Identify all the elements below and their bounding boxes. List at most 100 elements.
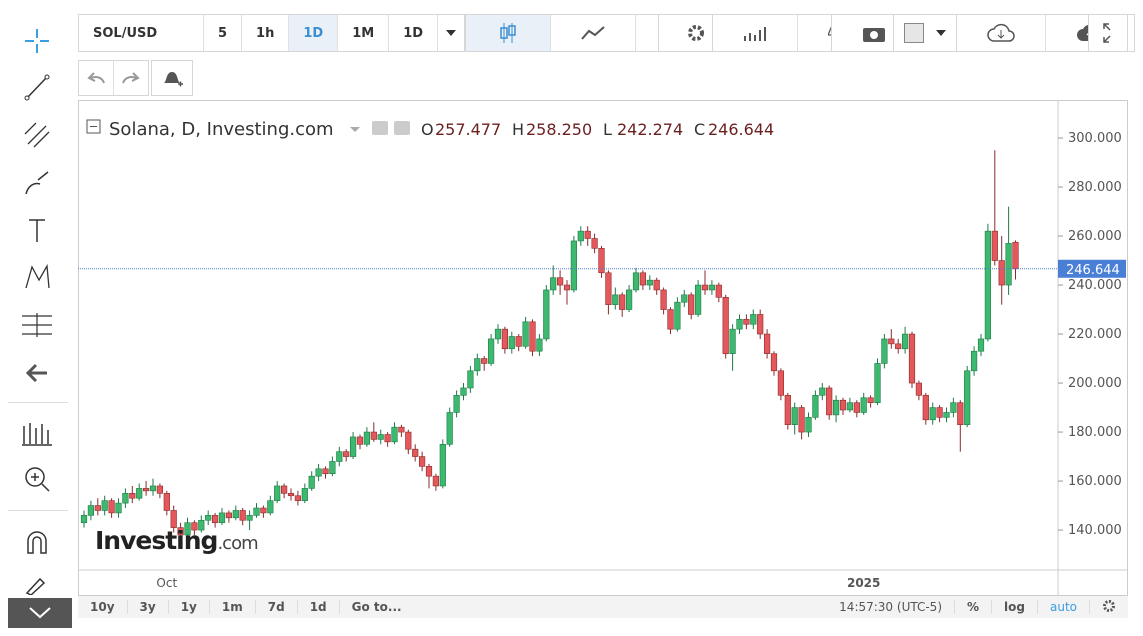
interval-dropdown[interactable]: 1D (389, 15, 439, 51)
candle-body (122, 493, 129, 504)
candle-body (425, 466, 433, 477)
line-tool[interactable] (22, 72, 52, 102)
range-button[interactable]: 1y (169, 600, 210, 614)
candle-body (156, 485, 163, 494)
collapse-button[interactable] (8, 598, 72, 628)
candle-body (515, 336, 522, 347)
candle-body (784, 395, 791, 426)
candle-body (474, 358, 481, 372)
undo-button[interactable] (79, 61, 114, 95)
candle-body (508, 336, 515, 350)
candle-body (770, 353, 778, 372)
legend-key: L (603, 120, 612, 139)
text-tool[interactable] (22, 215, 52, 245)
candle-body (874, 363, 881, 403)
candle-body (929, 407, 936, 421)
back-arrow[interactable] (22, 358, 52, 388)
pattern-tool[interactable] (22, 262, 52, 292)
candle-body (274, 485, 281, 501)
candle-body (439, 444, 446, 487)
candle-body (143, 488, 150, 492)
candle-body (826, 387, 833, 416)
candle-body (563, 284, 571, 291)
divider (8, 510, 68, 511)
interval-button[interactable]: 5 (204, 15, 243, 51)
y-tick-label: 160.000 (1068, 474, 1122, 489)
candle-body (674, 301, 681, 330)
symbol-input[interactable]: SOL/USD (79, 15, 204, 51)
candle-body (915, 382, 922, 396)
alert-button[interactable] (151, 60, 193, 96)
candle-body (964, 370, 971, 426)
lock-tool[interactable] (22, 575, 52, 595)
candle-body (536, 338, 543, 352)
candle-body (218, 512, 226, 524)
candle-body (163, 493, 170, 511)
candle-body (881, 338, 888, 364)
candle-body (556, 277, 564, 286)
goto-button[interactable]: Go to... (351, 600, 402, 614)
candle-body (901, 333, 909, 350)
candle-body (860, 397, 867, 413)
candle-body (294, 495, 302, 501)
log-toggle[interactable]: log (992, 600, 1038, 614)
interval-button[interactable]: 1h (242, 15, 290, 51)
magnet-tool[interactable] (22, 527, 52, 557)
percent-toggle[interactable]: % (955, 600, 993, 614)
range-button[interactable]: 7d (256, 600, 298, 614)
last-price-label: 246.644 (1066, 263, 1120, 278)
chart-frame (78, 100, 1128, 596)
area-button[interactable] (551, 15, 636, 51)
y-tick-label: 280.000 (1068, 180, 1122, 195)
candle-body (191, 522, 198, 531)
measure-tool[interactable] (20, 310, 54, 340)
zoom-tool[interactable] (22, 464, 52, 494)
candle-body (246, 515, 253, 521)
range-button[interactable]: 3y (128, 600, 169, 614)
candle-body (253, 507, 260, 516)
load-button[interactable] (957, 15, 1046, 51)
candle-body (812, 395, 819, 418)
candle-body (908, 333, 916, 384)
range-button[interactable]: 1m (210, 600, 256, 614)
candle-body (763, 333, 771, 354)
candle-body (108, 500, 115, 514)
fib-tool[interactable] (22, 120, 52, 150)
visibility-icon[interactable] (372, 121, 388, 135)
range-button[interactable]: 1d (298, 600, 340, 614)
candle-body (315, 468, 322, 477)
candle-body (757, 314, 764, 335)
indicators-button[interactable] (713, 15, 798, 51)
candle-body (136, 488, 143, 499)
candle-body (267, 500, 274, 514)
candle-body (867, 397, 874, 403)
legend-key: H (512, 120, 524, 139)
legend-key: C (694, 120, 705, 139)
interval-button[interactable]: 1D (289, 15, 339, 51)
candle-body (612, 294, 619, 305)
redo-button[interactable] (114, 61, 148, 95)
color-picker[interactable] (893, 14, 957, 52)
auto-toggle[interactable]: auto (1038, 600, 1090, 614)
brush-tool[interactable] (22, 168, 52, 198)
dropdown-arrow[interactable] (438, 15, 464, 51)
legend-value: 242.274 (617, 120, 683, 139)
crosshair-tool[interactable] (22, 26, 52, 56)
settings-button[interactable] (1090, 599, 1128, 616)
settings-icon[interactable] (394, 121, 410, 135)
indicator-tool[interactable] (20, 418, 54, 448)
candle-body (494, 328, 502, 340)
legend-value: 258.250 (526, 120, 592, 139)
interval-button[interactable]: 1M (338, 15, 390, 51)
candles-button[interactable] (466, 15, 551, 51)
chart: Solana, D, Investing.com O 257.477 H 258.25… (78, 100, 1128, 596)
candle-body (722, 296, 729, 354)
candle-body (1005, 243, 1012, 286)
range-button[interactable]: 10y (78, 600, 128, 614)
candle-body (625, 289, 633, 310)
candle-body (377, 434, 384, 440)
candle-body (715, 284, 722, 298)
fullscreen-button[interactable] (1088, 14, 1128, 52)
candle-body (432, 475, 440, 487)
candle-body (708, 284, 715, 291)
